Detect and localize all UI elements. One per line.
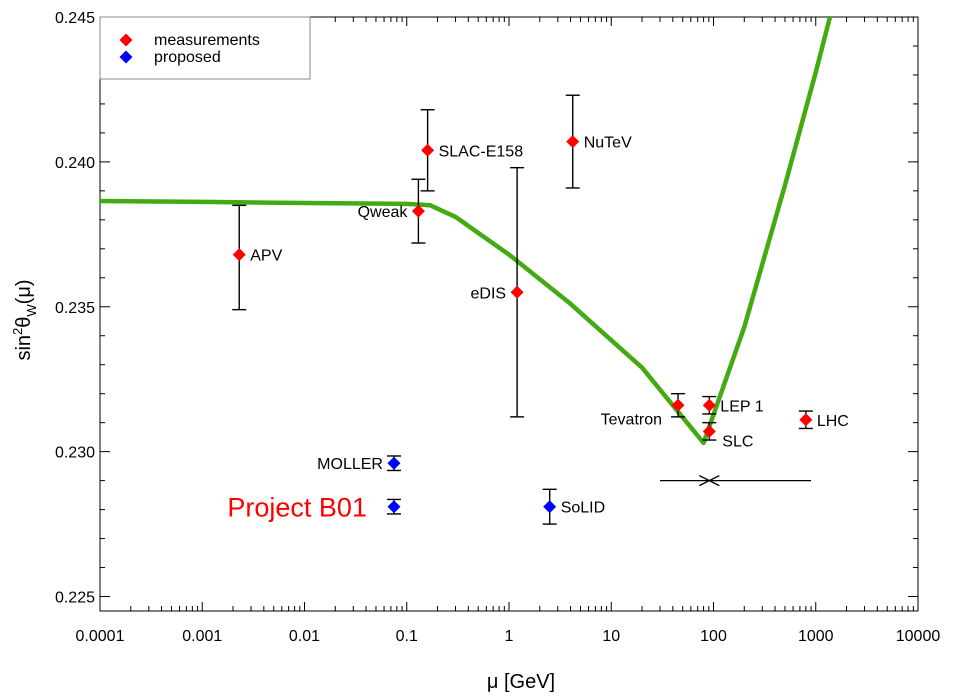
point-marker	[411, 204, 425, 218]
point-slc: SLC	[702, 421, 753, 450]
point-label: Tevatron	[601, 411, 662, 428]
mass-marker-cross-b	[699, 475, 720, 487]
x-tick-label: 10000	[896, 628, 941, 645]
point-marker	[387, 456, 401, 470]
y-tick-label: 0.235	[55, 300, 95, 317]
legend-marker	[119, 50, 133, 64]
running-curve	[100, 17, 833, 446]
point-marker	[510, 285, 524, 299]
y-tick-label: 0.230	[55, 445, 95, 462]
point-slac-e158: SLAC-E158	[420, 109, 524, 192]
point-label: LHC	[817, 413, 849, 430]
point-label: APV	[250, 248, 282, 265]
point-lep-1: LEP 1	[702, 395, 764, 415]
x-axis-title: μ [GeV]	[487, 671, 555, 693]
x-tick-label: 100	[700, 628, 727, 645]
legend-marker	[119, 33, 133, 47]
legend-box	[99, 16, 311, 80]
point-proposed-point	[386, 498, 401, 515]
point-apv: APV	[232, 204, 283, 311]
point-label: LEP 1	[720, 398, 763, 415]
axes: 0.0001 0.001 0.01 0.1 1 10 100 1000 10000 0.225 0.…	[55, 10, 940, 645]
y-axis-title: sin2θW(μ)	[10, 279, 39, 360]
point-lhc: LHC	[798, 410, 849, 430]
point-marker	[566, 135, 580, 149]
point-marker	[543, 500, 557, 514]
point-marker	[232, 248, 246, 262]
legend-label: proposed	[154, 49, 221, 66]
y-tick-label: 0.225	[55, 590, 95, 607]
point-marker	[702, 424, 716, 438]
y-tick-label: 0.240	[55, 155, 95, 172]
running-curve-layer	[100, 17, 833, 446]
point-marker	[671, 398, 685, 412]
point-label: SLC	[722, 433, 753, 450]
point-label: SLAC-E158	[439, 143, 524, 160]
project-annotation: Project B01	[227, 493, 367, 523]
x-tick-label: 0.001	[182, 628, 222, 645]
x-tick-label: 1000	[798, 628, 834, 645]
point-marker	[387, 500, 401, 514]
point-edis: eDIS	[471, 166, 525, 418]
point-label: Qweak	[358, 204, 409, 221]
z-mass-marker-layer	[660, 475, 812, 487]
data-points-layer: APV Qweak SLAC-E158 eDIS NuTeV Tevatron LEP 1 S…	[232, 94, 849, 525]
point-label: NuTeV	[584, 135, 632, 152]
point-tevatron: Tevatron	[601, 392, 686, 428]
point-moller: MOLLER	[317, 455, 401, 473]
x-tick-label: 0.01	[289, 628, 320, 645]
point-label: SoLID	[561, 500, 605, 517]
point-marker	[421, 143, 435, 157]
point-marker	[702, 398, 716, 412]
x-tick-label: 0.0001	[76, 628, 125, 645]
point-solid: SoLID	[542, 488, 605, 525]
point-nutev: NuTeV	[565, 94, 632, 189]
point-label: MOLLER	[317, 456, 383, 473]
x-tick-label: 0.1	[396, 628, 418, 645]
x-tick-label: 10	[602, 628, 620, 645]
point-label: eDIS	[471, 285, 507, 302]
y-tick-label: 0.245	[55, 10, 95, 27]
x-tick-label: 1	[505, 628, 514, 645]
legend-label: measurements	[154, 32, 260, 49]
point-qweak: Qweak	[358, 178, 426, 244]
point-marker	[799, 413, 813, 427]
